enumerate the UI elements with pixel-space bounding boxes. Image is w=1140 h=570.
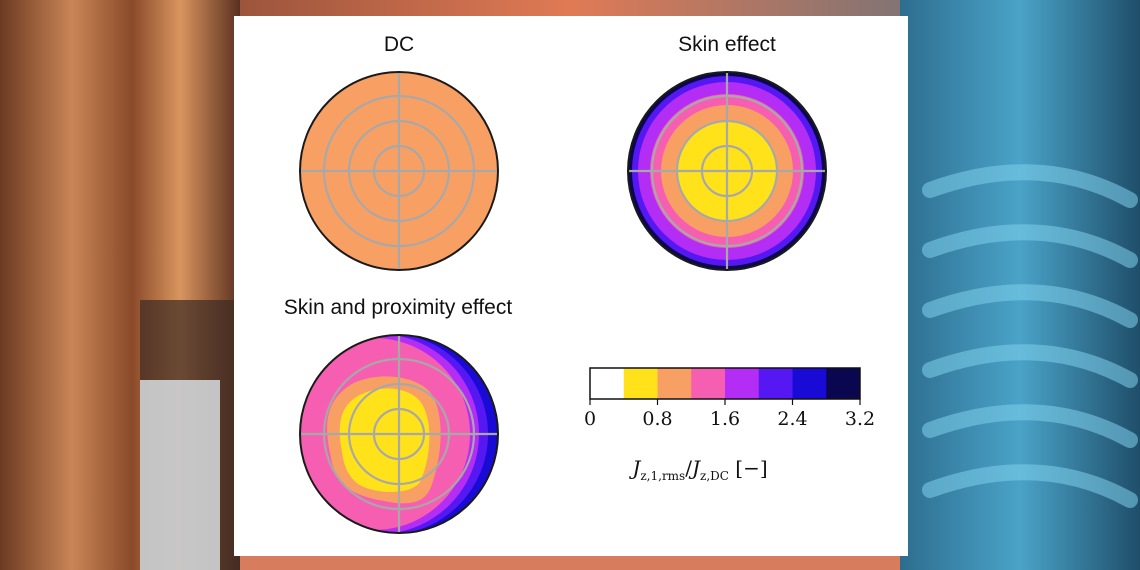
colorbar-segment bbox=[826, 368, 861, 399]
proximity-density-regions bbox=[300, 335, 498, 533]
colorbar-segment bbox=[623, 368, 658, 399]
skin-density-rings bbox=[628, 72, 826, 270]
skin-outline bbox=[627, 71, 827, 271]
dc-plot bbox=[299, 71, 499, 271]
figure-panel: DC Skin effect Skin and proximity effect bbox=[234, 16, 908, 556]
colorbar-tick-label: 3.2 bbox=[844, 408, 876, 430]
skin-proximity-plot bbox=[299, 334, 499, 534]
colorbar-segment bbox=[792, 368, 827, 399]
colorbar-tick-label: 2.4 bbox=[777, 408, 808, 430]
colorbar-segment bbox=[590, 368, 625, 399]
colorbar-tick-label: 0 bbox=[583, 408, 597, 430]
colorbar-tick-label: 0.8 bbox=[642, 408, 673, 430]
dc-grid bbox=[300, 72, 498, 270]
colorbar-segment bbox=[691, 368, 726, 399]
colorbar-segment bbox=[725, 368, 760, 399]
current-density-plots bbox=[299, 71, 861, 534]
skin-grid bbox=[628, 72, 826, 270]
colorbar-axis-label: Jz,1,rms/Jz,DC [−] bbox=[632, 456, 768, 483]
title-skin-proximity-effect: Skin and proximity effect bbox=[283, 296, 513, 319]
colorbar bbox=[589, 367, 861, 405]
colorbar-tick-label: 1.6 bbox=[709, 408, 741, 430]
dc-outline bbox=[299, 71, 499, 271]
skin-effect-plot bbox=[627, 71, 827, 271]
title-skin-effect: Skin effect bbox=[678, 33, 776, 56]
title-dc: DC bbox=[383, 33, 415, 56]
proximity-grid bbox=[300, 335, 498, 533]
proximity-outline bbox=[299, 334, 499, 534]
colorbar-segment bbox=[758, 368, 793, 399]
colorbar-segment bbox=[657, 368, 692, 399]
